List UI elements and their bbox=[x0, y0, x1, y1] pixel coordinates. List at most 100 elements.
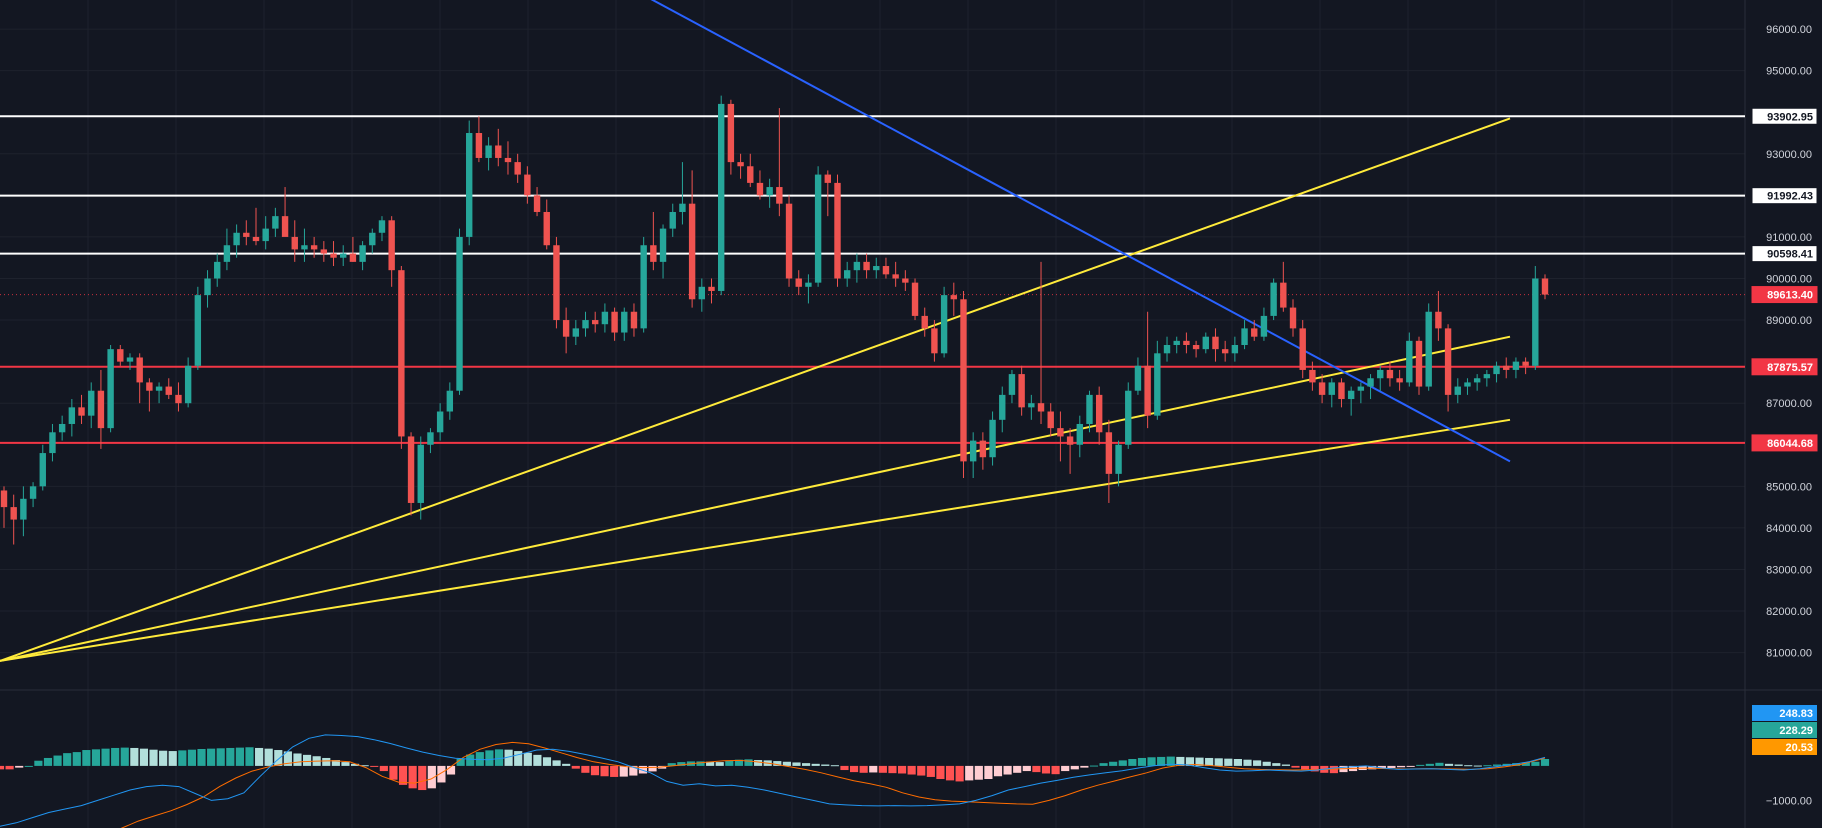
candle-body[interactable] bbox=[1221, 349, 1229, 354]
candle-body[interactable] bbox=[1357, 386, 1365, 391]
candle-body[interactable] bbox=[252, 236, 260, 242]
candle-body[interactable] bbox=[1037, 403, 1045, 412]
candle-body[interactable] bbox=[1386, 369, 1394, 379]
candle-body[interactable] bbox=[1415, 340, 1423, 387]
candle-body[interactable] bbox=[427, 432, 434, 445]
candle-body[interactable] bbox=[58, 423, 66, 433]
candle-body[interactable] bbox=[417, 444, 424, 503]
candle-body[interactable] bbox=[1318, 382, 1326, 395]
candle-body[interactable] bbox=[921, 315, 928, 329]
candle-body[interactable] bbox=[776, 187, 783, 204]
candle-body[interactable] bbox=[194, 295, 202, 366]
candle-body[interactable] bbox=[1231, 345, 1239, 354]
candle-body[interactable] bbox=[1144, 365, 1151, 416]
candle-body[interactable] bbox=[1212, 336, 1219, 350]
candle-body[interactable] bbox=[1532, 278, 1539, 366]
candle-body[interactable] bbox=[407, 436, 415, 503]
candle-body[interactable] bbox=[1483, 374, 1491, 379]
candle-body[interactable] bbox=[20, 498, 27, 520]
candle-body[interactable] bbox=[1192, 345, 1200, 350]
candle-body[interactable] bbox=[10, 507, 17, 520]
candle-body[interactable] bbox=[340, 253, 347, 258]
candle-body[interactable] bbox=[184, 365, 192, 404]
candle-body[interactable] bbox=[524, 174, 531, 196]
candle-body[interactable] bbox=[1251, 328, 1258, 337]
candle-body[interactable] bbox=[659, 228, 667, 262]
candle-body[interactable] bbox=[1241, 328, 1248, 345]
candle-body[interactable] bbox=[911, 282, 919, 316]
candle-body[interactable] bbox=[495, 145, 502, 158]
candle-body[interactable] bbox=[1086, 394, 1093, 424]
candle-body[interactable] bbox=[756, 182, 764, 196]
candle-body[interactable] bbox=[1522, 361, 1529, 366]
candle-body[interactable] bbox=[611, 311, 618, 333]
candle-body[interactable] bbox=[1473, 378, 1481, 383]
candle-body[interactable] bbox=[533, 195, 541, 212]
candle-body[interactable] bbox=[504, 157, 512, 163]
candle-body[interactable] bbox=[688, 203, 696, 300]
candle-body[interactable] bbox=[243, 232, 250, 237]
candle-body[interactable] bbox=[989, 419, 996, 458]
candle-body[interactable] bbox=[446, 390, 454, 412]
candle-body[interactable] bbox=[1270, 282, 1277, 316]
candle-body[interactable] bbox=[785, 203, 793, 279]
candle-body[interactable] bbox=[1260, 315, 1268, 337]
candle-body[interactable] bbox=[1105, 432, 1113, 474]
candle-body[interactable] bbox=[698, 286, 706, 300]
candle-body[interactable] bbox=[1338, 382, 1345, 400]
candle-body[interactable] bbox=[223, 245, 231, 262]
candle-body[interactable] bbox=[291, 236, 298, 250]
candle-body[interactable] bbox=[1125, 390, 1132, 445]
candle-body[interactable] bbox=[369, 232, 376, 246]
candle-body[interactable] bbox=[1154, 353, 1161, 416]
price-axis[interactable]: 96000.00 95000.00 93000.00 91000.00 90000.00… bbox=[1766, 24, 1812, 659]
candle-body[interactable] bbox=[717, 103, 725, 291]
candle-body[interactable] bbox=[88, 390, 95, 416]
candle-body[interactable] bbox=[1444, 328, 1452, 395]
candle-body[interactable] bbox=[475, 133, 483, 158]
candle-body[interactable] bbox=[49, 432, 56, 454]
candle-body[interactable] bbox=[272, 216, 279, 229]
candle-body[interactable] bbox=[39, 453, 46, 487]
candle-body[interactable] bbox=[155, 386, 163, 391]
candle-body[interactable] bbox=[330, 253, 337, 258]
candle-body[interactable] bbox=[1367, 378, 1374, 387]
candle-body[interactable] bbox=[873, 266, 880, 271]
candle-body[interactable] bbox=[1008, 374, 1016, 395]
candle-body[interactable] bbox=[640, 245, 647, 329]
candle-body[interactable] bbox=[378, 220, 386, 233]
candle-body[interactable] bbox=[1173, 340, 1180, 345]
candle-body[interactable] bbox=[882, 266, 890, 275]
candle-body[interactable] bbox=[310, 245, 318, 250]
candle-body[interactable] bbox=[1464, 382, 1471, 387]
candle-body[interactable] bbox=[969, 440, 977, 462]
candle-body[interactable] bbox=[727, 103, 735, 163]
candle-body[interactable] bbox=[359, 245, 366, 262]
candle-body[interactable] bbox=[78, 407, 85, 416]
candle-body[interactable] bbox=[650, 245, 657, 262]
candle-body[interactable] bbox=[1454, 386, 1461, 395]
candle-body[interactable] bbox=[1541, 278, 1549, 295]
candle-body[interactable] bbox=[1347, 390, 1355, 400]
candle-body[interactable] bbox=[601, 311, 609, 325]
candle-body[interactable] bbox=[1076, 423, 1083, 445]
candle-body[interactable] bbox=[514, 162, 521, 175]
candle-body[interactable] bbox=[1406, 340, 1413, 383]
candle-body[interactable] bbox=[572, 328, 580, 337]
candle-body[interactable] bbox=[1328, 382, 1335, 395]
candle-body[interactable] bbox=[621, 311, 628, 333]
candle-body[interactable] bbox=[204, 278, 211, 296]
candle-body[interactable] bbox=[466, 133, 473, 237]
candle-body[interactable] bbox=[999, 394, 1006, 420]
candle-body[interactable] bbox=[126, 357, 134, 362]
candle-body[interactable] bbox=[1512, 361, 1520, 370]
candle-body[interactable] bbox=[1280, 282, 1287, 308]
candle-body[interactable] bbox=[805, 282, 812, 287]
candle-body[interactable] bbox=[747, 166, 754, 183]
candle-body[interactable] bbox=[562, 320, 570, 337]
candle-body[interactable] bbox=[592, 320, 599, 325]
candle-body[interactable] bbox=[630, 311, 638, 329]
candle-body[interactable] bbox=[543, 211, 550, 246]
candle-body[interactable] bbox=[214, 261, 221, 279]
